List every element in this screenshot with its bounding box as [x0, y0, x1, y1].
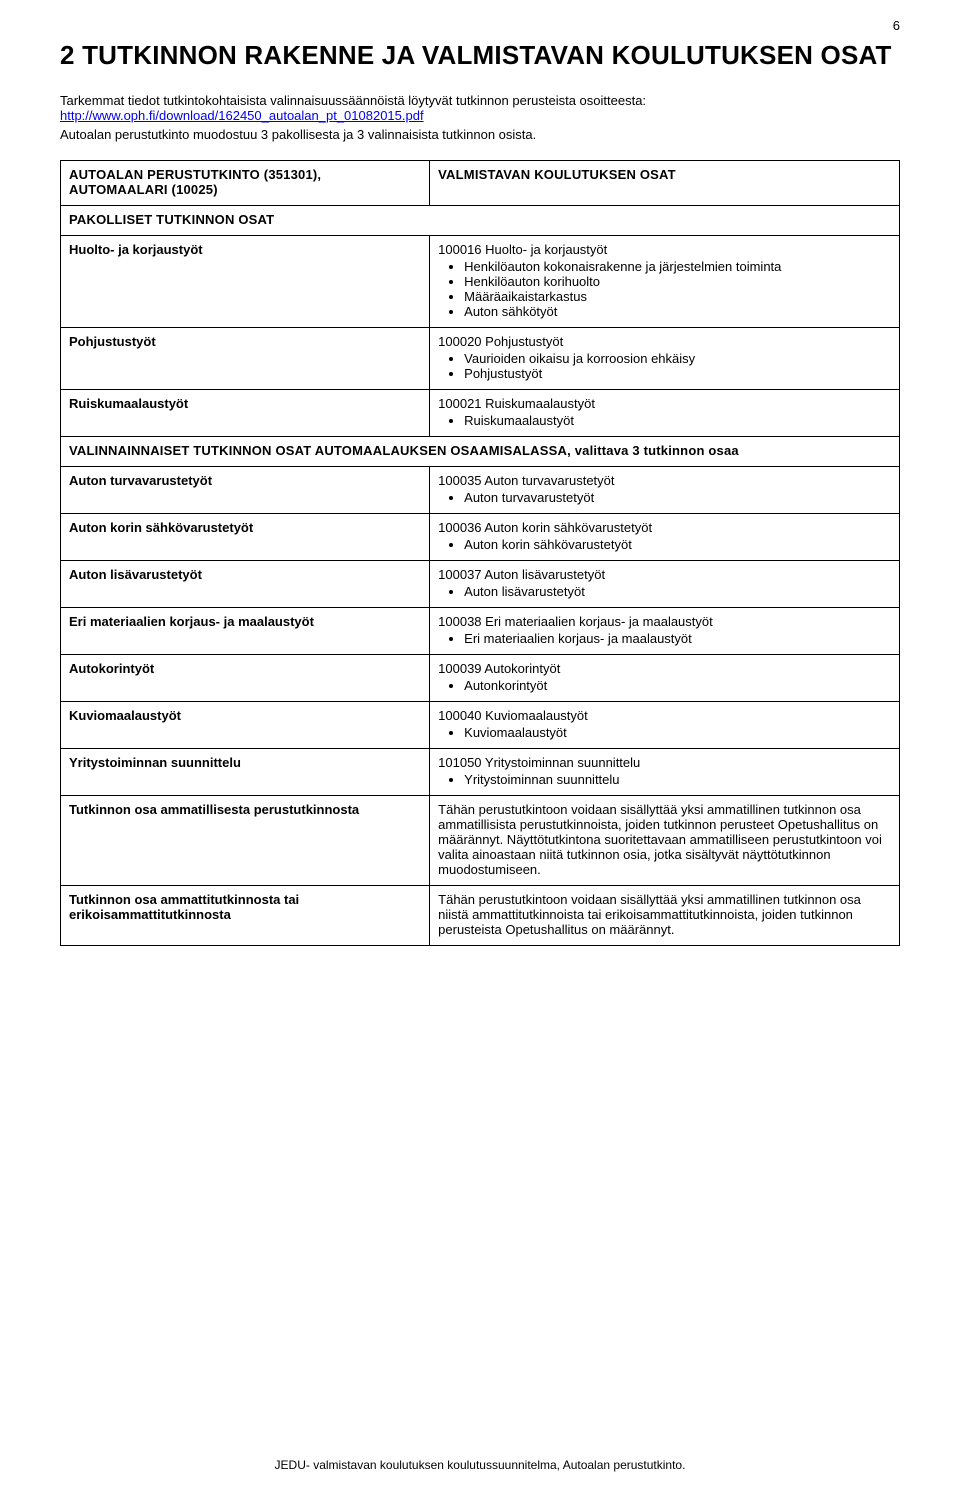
intro-paragraph: Tarkemmat tiedot tutkintokohtaisista val… [60, 93, 900, 123]
row-label: Tutkinnon osa ammattitutkinnosta tai eri… [61, 886, 430, 946]
row-content: 100021 Ruiskumaalaustyöt Ruiskumaalaustyö… [430, 390, 900, 437]
row-content: 100020 Pohjustustyöt Vaurioiden oikaisu j… [430, 328, 900, 390]
bullet-item: Määräaikaistarkastus [464, 289, 891, 304]
table-header-right: VALMISTAVAN KOULUTUKSEN OSAT [430, 161, 900, 206]
bullet-item: Auton sähkötyöt [464, 304, 891, 319]
row-content: 100039 Autokorintyöt Autonkorintyöt [430, 655, 900, 702]
bullet-list: Auton lisävarustetyöt [438, 584, 891, 599]
row-content: 100016 Huolto- ja korjaustyöt Henkilöauto… [430, 236, 900, 328]
row-title: 100039 Autokorintyöt [438, 661, 891, 676]
bullet-item: Eri materiaalien korjaus- ja maalaustyöt [464, 631, 891, 646]
bullet-item: Auton lisävarustetyöt [464, 584, 891, 599]
row-title: 100016 Huolto- ja korjaustyöt [438, 242, 891, 257]
intro-text: Tarkemmat tiedot tutkintokohtaisista val… [60, 93, 646, 108]
bullet-item: Kuviomaalaustyöt [464, 725, 891, 740]
page-number: 6 [893, 18, 900, 33]
table-row: Huolto- ja korjaustyöt100016 Huolto- ja … [61, 236, 900, 328]
page-footer: JEDU- valmistavan koulutuksen koulutussu… [0, 1458, 960, 1472]
row-content: 100036 Auton korin sähkövarustetyöt Auton… [430, 514, 900, 561]
row-content: 100040 Kuviomaalaustyöt Kuviomaalaustyöt [430, 702, 900, 749]
row-label: Auton lisävarustetyöt [61, 561, 430, 608]
row-label: Autokorintyöt [61, 655, 430, 702]
row-title: 100035 Auton turvavarustetyöt [438, 473, 891, 488]
row-label: Huolto- ja korjaustyöt [61, 236, 430, 328]
source-link[interactable]: http://www.oph.fi/download/162450_autoal… [60, 108, 424, 123]
bullet-list: Autonkorintyöt [438, 678, 891, 693]
bullet-item: Vaurioiden oikaisu ja korroosion ehkäisy [464, 351, 891, 366]
table-row: Kuviomaalaustyöt 100040 Kuviomaalaustyöt K… [61, 702, 900, 749]
bullet-list: Henkilöauton kokonaisrakenne ja järjeste… [438, 259, 891, 319]
bullet-item: Henkilöauton korihuolto [464, 274, 891, 289]
table-row: Eri materiaalien korjaus- ja maalaustyöt… [61, 608, 900, 655]
table-row: Tutkinnon osa ammatillisesta perustutkin… [61, 796, 900, 886]
table-row: Ruiskumaalaustyöt100021 Ruiskumaalaustyö… [61, 390, 900, 437]
bullet-list: Vaurioiden oikaisu ja korroosion ehkäisy… [438, 351, 891, 381]
row-label: Yritystoiminnan suunnittelu [61, 749, 430, 796]
row-title: 101050 Yritystoiminnan suunnittelu [438, 755, 891, 770]
table-row: Tutkinnon osa ammattitutkinnosta tai eri… [61, 886, 900, 946]
row-label: Tutkinnon osa ammatillisesta perustutkin… [61, 796, 430, 886]
row-title: 100021 Ruiskumaalaustyöt [438, 396, 891, 411]
bullet-list: Kuviomaalaustyöt [438, 725, 891, 740]
row-title: 100036 Auton korin sähkövarustetyöt [438, 520, 891, 535]
structure-table: AUTOALAN PERUSTUTKINTO (351301), AUTOMAA… [60, 160, 900, 946]
table-row: Pohjustustyöt 100020 Pohjustustyöt Vaurioi… [61, 328, 900, 390]
bullet-list: Auton turvavarustetyöt [438, 490, 891, 505]
bullet-item: Ruiskumaalaustyöt [464, 413, 891, 428]
row-content: Tähän perustutkintoon voidaan sisällyttä… [430, 796, 900, 886]
subtext: Autoalan perustutkinto muodostuu 3 pakol… [60, 127, 900, 142]
table-row: Yritystoiminnan suunnittelu101050 Yritys… [61, 749, 900, 796]
bullet-item: Auton korin sähkövarustetyöt [464, 537, 891, 552]
bullet-list: Auton korin sähkövarustetyöt [438, 537, 891, 552]
row-title: 100020 Pohjustustyöt [438, 334, 891, 349]
row-label: Kuviomaalaustyöt [61, 702, 430, 749]
row-label: Ruiskumaalaustyöt [61, 390, 430, 437]
row-content: 101050 Yritystoiminnan suunnittelu Yritys… [430, 749, 900, 796]
row-title: 100040 Kuviomaalaustyöt [438, 708, 891, 723]
bullet-list: Ruiskumaalaustyöt [438, 413, 891, 428]
row-title: 100038 Eri materiaalien korjaus- ja maal… [438, 614, 891, 629]
row-paragraph: Tähän perustutkintoon voidaan sisällyttä… [438, 802, 891, 877]
bullet-item: Autonkorintyöt [464, 678, 891, 693]
bullet-item: Pohjustustyöt [464, 366, 891, 381]
row-content: 100035 Auton turvavarustetyöt Auton turva… [430, 467, 900, 514]
section-heading: 2 TUTKINNON RAKENNE JA VALMISTAVAN KOULU… [60, 40, 900, 71]
table-row: Autokorintyöt 100039 Autokorintyöt Autonko… [61, 655, 900, 702]
bullet-item: Henkilöauton kokonaisrakenne ja järjeste… [464, 259, 891, 274]
row-content: Tähän perustutkintoon voidaan sisällyttä… [430, 886, 900, 946]
table-section-header: VALINNAINNAISET TUTKINNON OSAT AUTOMAALA… [61, 437, 900, 467]
row-label: Auton korin sähkövarustetyöt [61, 514, 430, 561]
table-row: Auton turvavarustetyöt100035 Auton turva… [61, 467, 900, 514]
row-title: 100037 Auton lisävarustetyöt [438, 567, 891, 582]
bullet-list: Yritystoiminnan suunnittelu [438, 772, 891, 787]
row-paragraph: Tähän perustutkintoon voidaan sisällyttä… [438, 892, 891, 937]
row-label: Auton turvavarustetyöt [61, 467, 430, 514]
row-label: Pohjustustyöt [61, 328, 430, 390]
row-content: 100038 Eri materiaalien korjaus- ja maal… [430, 608, 900, 655]
table-section-header: PAKOLLISET TUTKINNON OSAT [61, 206, 900, 236]
bullet-item: Auton turvavarustetyöt [464, 490, 891, 505]
table-header-left: AUTOALAN PERUSTUTKINTO (351301), AUTOMAA… [61, 161, 430, 206]
row-content: 100037 Auton lisävarustetyöt Auton lisäva… [430, 561, 900, 608]
bullet-item: Yritystoiminnan suunnittelu [464, 772, 891, 787]
table-row: Auton korin sähkövarustetyöt100036 Auton… [61, 514, 900, 561]
table-row: Auton lisävarustetyöt100037 Auton lisäva… [61, 561, 900, 608]
bullet-list: Eri materiaalien korjaus- ja maalaustyöt [438, 631, 891, 646]
page: 6 2 TUTKINNON RAKENNE JA VALMISTAVAN KOU… [0, 0, 960, 1496]
row-label: Eri materiaalien korjaus- ja maalaustyöt [61, 608, 430, 655]
